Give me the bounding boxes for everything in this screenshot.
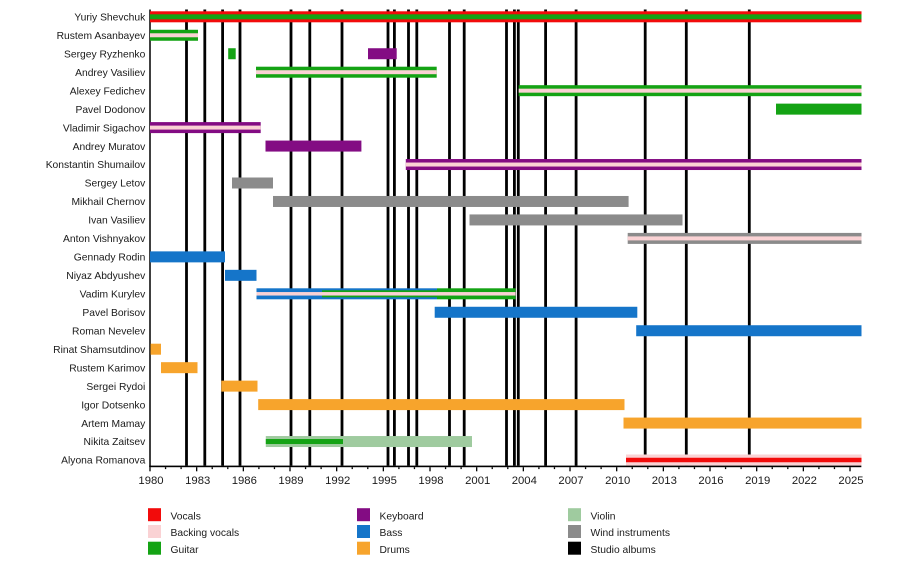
svg-text:Roman Nevelev: Roman Nevelev bbox=[72, 326, 146, 337]
svg-text:Sergei Rydoi: Sergei Rydoi bbox=[86, 382, 145, 393]
svg-text:1986: 1986 bbox=[232, 475, 257, 487]
svg-text:Alyona Romanova: Alyona Romanova bbox=[61, 456, 145, 467]
svg-text:Pavel Dodonov: Pavel Dodonov bbox=[75, 105, 146, 116]
svg-text:Nikita Zaitsev: Nikita Zaitsev bbox=[84, 437, 147, 448]
svg-text:Niyaz Abdyushev: Niyaz Abdyushev bbox=[66, 271, 146, 282]
svg-text:1989: 1989 bbox=[278, 475, 303, 487]
svg-text:2004: 2004 bbox=[512, 475, 537, 487]
svg-text:Vocals: Vocals bbox=[171, 512, 201, 523]
svg-text:1980: 1980 bbox=[138, 475, 163, 487]
svg-text:Artem Mamay: Artem Mamay bbox=[81, 419, 146, 430]
svg-text:2007: 2007 bbox=[558, 475, 583, 487]
svg-text:Rustem Asanbayev: Rustem Asanbayev bbox=[57, 31, 147, 42]
svg-text:Anton Vishnyakov: Anton Vishnyakov bbox=[63, 234, 146, 245]
svg-text:Vadim Kurylev: Vadim Kurylev bbox=[80, 290, 146, 301]
svg-text:1998: 1998 bbox=[418, 475, 443, 487]
svg-text:Yuriy Shevchuk: Yuriy Shevchuk bbox=[74, 13, 146, 24]
svg-text:2001: 2001 bbox=[465, 475, 490, 487]
svg-text:Rinat Shamsutdinov: Rinat Shamsutdinov bbox=[53, 345, 146, 356]
svg-text:Vladimir Sigachov: Vladimir Sigachov bbox=[63, 123, 146, 134]
svg-text:2019: 2019 bbox=[745, 475, 770, 487]
svg-text:Gennady Rodin: Gennady Rodin bbox=[74, 253, 146, 264]
svg-text:1983: 1983 bbox=[185, 475, 210, 487]
svg-text:2013: 2013 bbox=[652, 475, 677, 487]
svg-text:1992: 1992 bbox=[325, 475, 350, 487]
svg-text:Andrey Vasiliev: Andrey Vasiliev bbox=[75, 68, 146, 79]
svg-text:Alexey Fedichev: Alexey Fedichev bbox=[70, 86, 146, 97]
svg-text:Rustem Karimov: Rustem Karimov bbox=[69, 363, 146, 374]
svg-text:Sergey Ryzhenko: Sergey Ryzhenko bbox=[64, 49, 146, 60]
svg-text:Backing vocals: Backing vocals bbox=[171, 528, 240, 539]
svg-text:Ivan Vasiliev: Ivan Vasiliev bbox=[88, 216, 146, 227]
svg-text:Konstantin Shumailov: Konstantin Shumailov bbox=[46, 160, 146, 171]
svg-text:Igor Dotsenko: Igor Dotsenko bbox=[81, 400, 145, 411]
svg-text:Wind instruments: Wind instruments bbox=[591, 528, 671, 539]
svg-text:2010: 2010 bbox=[605, 475, 630, 487]
svg-text:2022: 2022 bbox=[792, 475, 817, 487]
svg-text:Sergey Letov: Sergey Letov bbox=[85, 179, 147, 190]
svg-text:Bass: Bass bbox=[380, 528, 403, 539]
svg-text:Mikhail Chernov: Mikhail Chernov bbox=[71, 197, 146, 208]
svg-text:Keyboard: Keyboard bbox=[380, 512, 424, 523]
svg-text:Pavel Borisov: Pavel Borisov bbox=[82, 308, 146, 319]
svg-text:Drums: Drums bbox=[380, 545, 410, 556]
svg-text:2025: 2025 bbox=[838, 475, 863, 487]
svg-text:1995: 1995 bbox=[372, 475, 397, 487]
svg-text:Studio albums: Studio albums bbox=[591, 545, 656, 556]
svg-text:Violin: Violin bbox=[591, 512, 616, 523]
svg-text:Andrey Muratov: Andrey Muratov bbox=[73, 142, 147, 153]
svg-text:Guitar: Guitar bbox=[171, 545, 200, 556]
svg-text:2016: 2016 bbox=[698, 475, 723, 487]
